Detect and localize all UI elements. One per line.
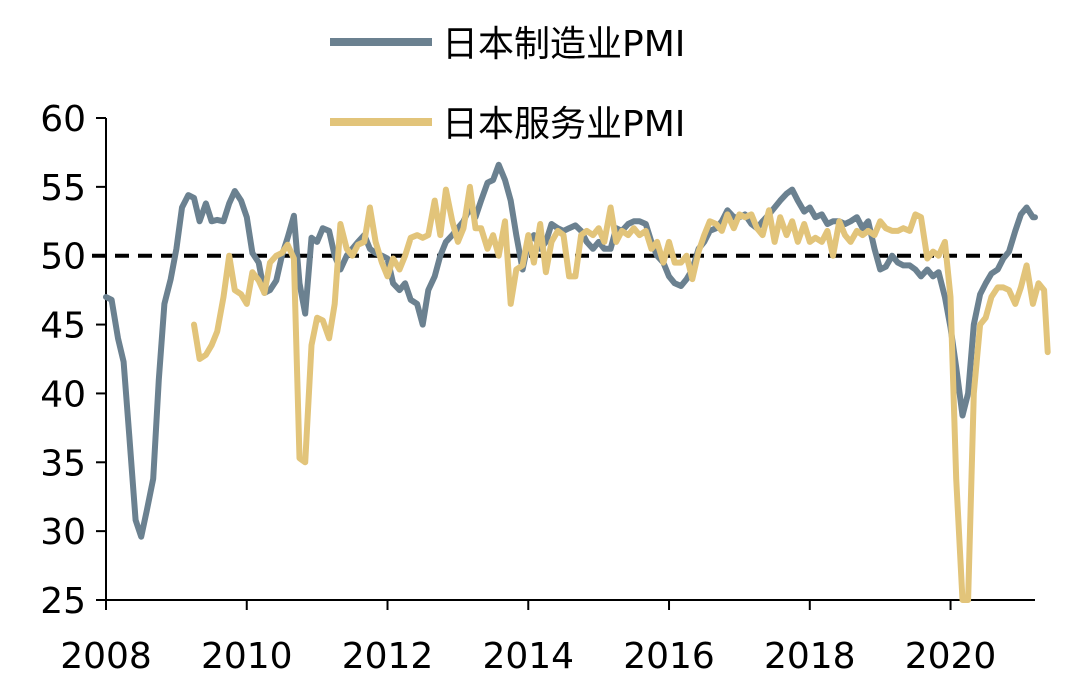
series-line-manufacturing — [103, 161, 1038, 540]
y-tick-label: 30 — [40, 512, 86, 553]
legend: 日本制造业PMI 日本服务业PMI — [330, 24, 685, 145]
y-tick-label: 40 — [40, 374, 86, 415]
y-tick-label: 25 — [40, 581, 86, 622]
legend-label-manufacturing: 日本制造业PMI — [442, 24, 685, 65]
y-tick-label: 45 — [40, 306, 86, 347]
x-tick-label: 2010 — [201, 636, 293, 677]
x-tick-label: 2018 — [764, 636, 856, 677]
axes: 25 30 35 40 45 50 55 60 2008 2010 2012 2014 2016 2018… — [40, 99, 1035, 677]
x-tick-label: 2014 — [482, 636, 574, 677]
y-tick-label: 50 — [40, 237, 86, 278]
y-tick-label: 55 — [40, 168, 86, 209]
x-tick-label: 2020 — [905, 636, 997, 677]
y-tick-label: 35 — [40, 443, 86, 484]
series-group — [103, 161, 1051, 603]
x-tick-label: 2012 — [342, 636, 434, 677]
series-line-services — [191, 183, 1051, 603]
x-tick-label: 2016 — [623, 636, 715, 677]
x-tick-label: 2008 — [60, 636, 152, 677]
legend-item-manufacturing: 日本制造业PMI — [330, 24, 685, 65]
legend-item-services: 日本服务业PMI — [330, 104, 685, 145]
y-tick-label: 60 — [40, 99, 86, 140]
legend-label-services: 日本服务业PMI — [442, 104, 685, 145]
